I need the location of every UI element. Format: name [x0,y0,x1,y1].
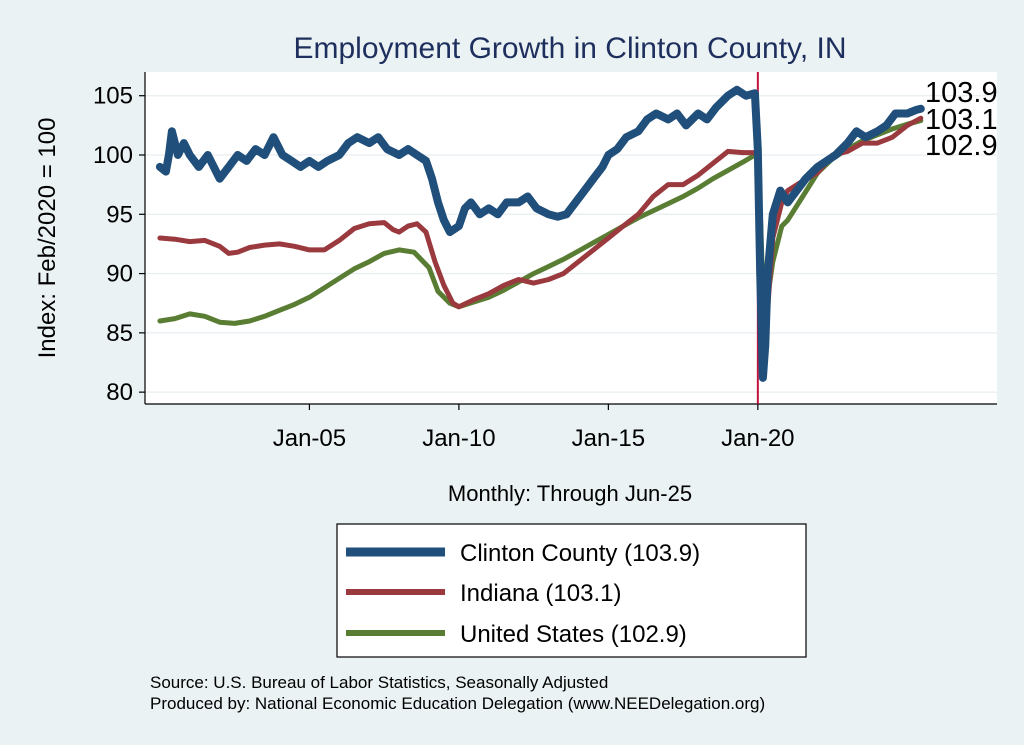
source-note: Source: U.S. Bureau of Labor Statistics,… [150,673,608,692]
x-axis-title: Monthly: Through Jun-25 [448,481,692,506]
plot-background [145,72,997,404]
produced-by-note: Produced by: National Economic Education… [150,694,765,713]
source-notes: Source: U.S. Bureau of Labor Statistics,… [150,673,765,713]
legend-label: Clinton County (103.9) [460,540,700,567]
y-axis-title: Index: Feb/2020 = 100 [34,118,61,359]
x-tick-label: Jan-05 [273,425,346,452]
legend-label: United States (102.9) [460,621,687,648]
plot-area: 80 85 90 95 100 105 Jan-05 Jan-10 Jan-15 Jan-20 10… [93,72,998,452]
end-value-label: 103.9 [925,77,998,109]
x-tick-label: Jan-10 [422,425,495,452]
series-line-clinton-county [155,85,925,382]
chart-title: Employment Growth in Clinton County, IN [294,32,847,65]
chart-text: Employment Growth in Clinton County, IN … [34,32,847,506]
y-tick-label: 95 [106,201,133,228]
end-value-label: 102.9 [925,130,998,162]
y-tick-label: 90 [106,261,133,288]
x-tick-label: Jan-15 [572,425,645,452]
legend-label: Indiana (103.1) [460,580,621,607]
y-tick-label: 80 [106,379,133,406]
y-tick-label: 85 [106,320,133,347]
series-line-indiana [157,115,924,354]
legend: Clinton County (103.9) Indiana (103.1) Uni… [336,523,807,658]
y-tick-label: 105 [93,83,133,110]
end-value-label: 103.1 [925,104,998,136]
x-tick-label: Jan-20 [721,425,794,452]
series-line-united-states [157,118,924,326]
y-tick-label: 100 [93,142,133,169]
